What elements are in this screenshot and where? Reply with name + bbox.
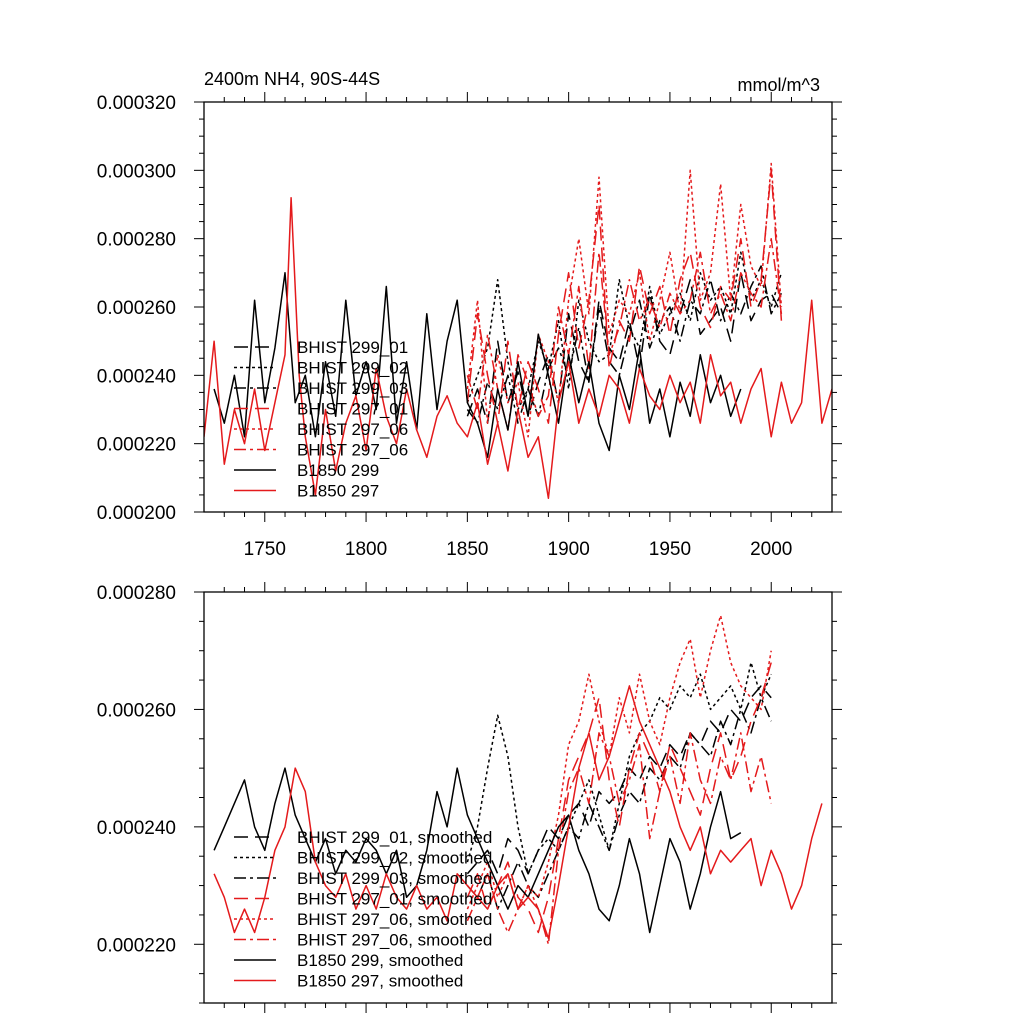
bottom-series-line-6 [213,767,742,934]
top-legend-label-2: BHIST 299_03 [297,379,408,398]
x-tick-label: 1850 [446,539,488,560]
top-legend-label-0: BHIST 299_01 [297,338,408,357]
y-tick-label: 0.000280 [97,583,176,604]
top-legend-label-6: B1850 299 [297,461,379,480]
y-tick-label: 0.000260 [97,700,176,721]
y-tick-label: 0.000240 [97,366,176,387]
bottom-series-line-7 [213,685,823,940]
y-tick-label: 0.000220 [97,935,176,956]
x-tick-label: 1950 [649,539,691,560]
bottom-legend-label-2: BHIST 299_03, smoothed [297,869,492,888]
bottom-series-line-3 [466,662,772,934]
x-tick-label: 1900 [548,539,590,560]
bottom-series-line-2 [466,696,772,910]
y-tick-label: 0.000280 [97,230,176,251]
top-legend-label-1: BHIST 299_02 [297,359,408,378]
bottom-legend-label-7: B1850 297, smoothed [297,972,463,991]
top-legend-label-3: BHIST 297_01 [297,400,408,419]
bottom-legend-label-6: B1850 299, smoothed [297,951,463,970]
bottom-series-line-0 [466,685,772,875]
top-legend-label-4: BHIST 297_06 [297,420,408,439]
top-panel-units: mmol/m^3 [738,75,820,95]
bottom-legend-label-1: BHIST 299_02, smoothed [297,849,492,868]
bottom-series-line-5 [466,732,772,946]
bottom-series-group [213,614,823,946]
top-legend-label-7: B1850 297 [297,482,379,501]
y-tick-label: 0.000320 [97,93,176,114]
top-series-line-6 [213,272,742,459]
top-series-line-0 [466,272,783,424]
x-tick-label: 2000 [750,539,792,560]
y-tick-label: 0.000260 [97,298,176,319]
bottom-series-line-4 [466,614,772,910]
top-series-line-3 [466,169,783,424]
x-tick-label: 1800 [345,539,387,560]
top-series-line-5 [466,237,783,431]
x-tick-label: 1750 [244,539,286,560]
top-panel-title: 2400m NH4, 90S-44S [204,69,380,89]
bottom-panel: 0.000220 0.000240 0.000260 0.000280 BHIST 29… [97,582,842,1013]
bottom-legend: BHIST 299_01, smoothed BHIST 299_02, smoo… [234,828,492,991]
bottom-series-line-1 [466,661,772,875]
y-tick-label: 0.000200 [97,503,176,524]
bottom-legend-label-5: BHIST 297_06, smoothed [297,931,492,950]
top-legend-label-5: BHIST 297_06 [297,441,408,460]
top-panel: 2400m NH4, 90S-44S mmol/m^3 1750 1800 1850… [97,69,842,560]
top-series-line-7 [204,196,832,500]
y-tick-label: 0.000300 [97,161,176,182]
bottom-legend-label-4: BHIST 297_06, smoothed [297,910,492,929]
bottom-legend-label-3: BHIST 297_01, smoothed [297,890,492,909]
top-series-line-4 [466,162,783,438]
y-tick-label: 0.000240 [97,818,176,839]
y-tick-label: 0.000220 [97,435,176,456]
top-series-group [204,162,832,500]
bottom-legend-label-0: BHIST 299_01, smoothed [297,828,492,847]
